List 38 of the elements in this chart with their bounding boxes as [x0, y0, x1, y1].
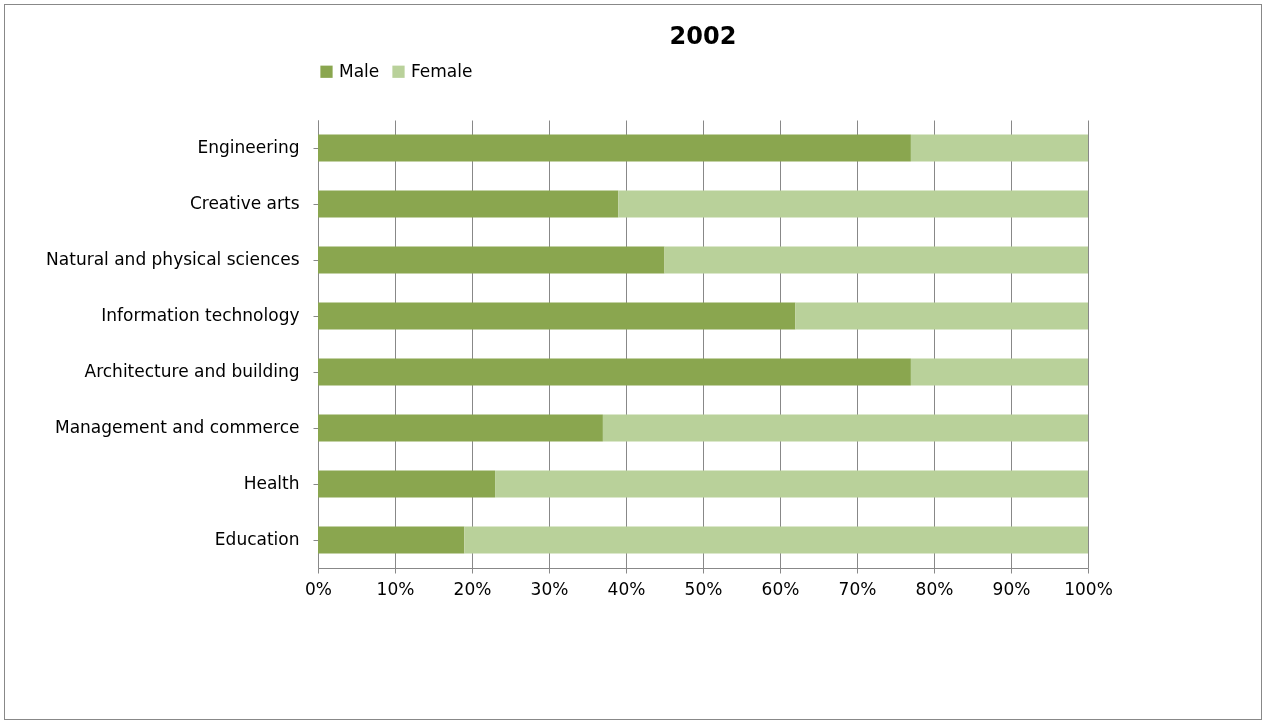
x-tick-label: 90%: [992, 578, 1031, 599]
legend-label: Male: [339, 60, 380, 81]
y-tick-label: Architecture and building: [84, 361, 300, 381]
bar: [318, 134, 911, 162]
chart-title: 2002: [669, 22, 737, 50]
x-tick-label: 10%: [376, 578, 415, 599]
bar: [795, 302, 1088, 330]
x-tick-label: 20%: [453, 578, 492, 599]
bar: [318, 526, 465, 554]
bar: [602, 414, 1088, 442]
y-tick-label: Engineering: [197, 137, 300, 157]
x-tick-label: 60%: [761, 578, 800, 599]
bar: [318, 190, 619, 218]
bar: [318, 414, 603, 442]
bar: [318, 470, 496, 498]
bar: [495, 470, 1088, 498]
bar: [318, 302, 796, 330]
bar: [618, 190, 1088, 218]
y-tick-label: Health: [243, 473, 300, 493]
x-tick-label: 50%: [684, 578, 723, 599]
y-tick-label: Education: [214, 529, 300, 549]
bar: [910, 134, 1088, 162]
x-tick-label: 40%: [607, 578, 646, 599]
x-tick-label: 0%: [305, 578, 332, 599]
y-tick-label: Creative arts: [189, 193, 300, 213]
y-tick-label: Natural and physical sciences: [46, 249, 300, 269]
legend-label: Female: [411, 60, 473, 81]
bar: [464, 526, 1088, 554]
bar: [910, 358, 1088, 386]
x-tick-label: 100%: [1064, 578, 1113, 599]
x-tick-label: 80%: [915, 578, 954, 599]
y-tick-label: Information technology: [101, 305, 300, 325]
bar: [664, 246, 1088, 274]
bar: [318, 246, 665, 274]
x-tick-label: 30%: [530, 578, 569, 599]
bar: [318, 358, 911, 386]
y-tick-label: Management and commerce: [54, 417, 300, 437]
x-tick-label: 70%: [838, 578, 877, 599]
